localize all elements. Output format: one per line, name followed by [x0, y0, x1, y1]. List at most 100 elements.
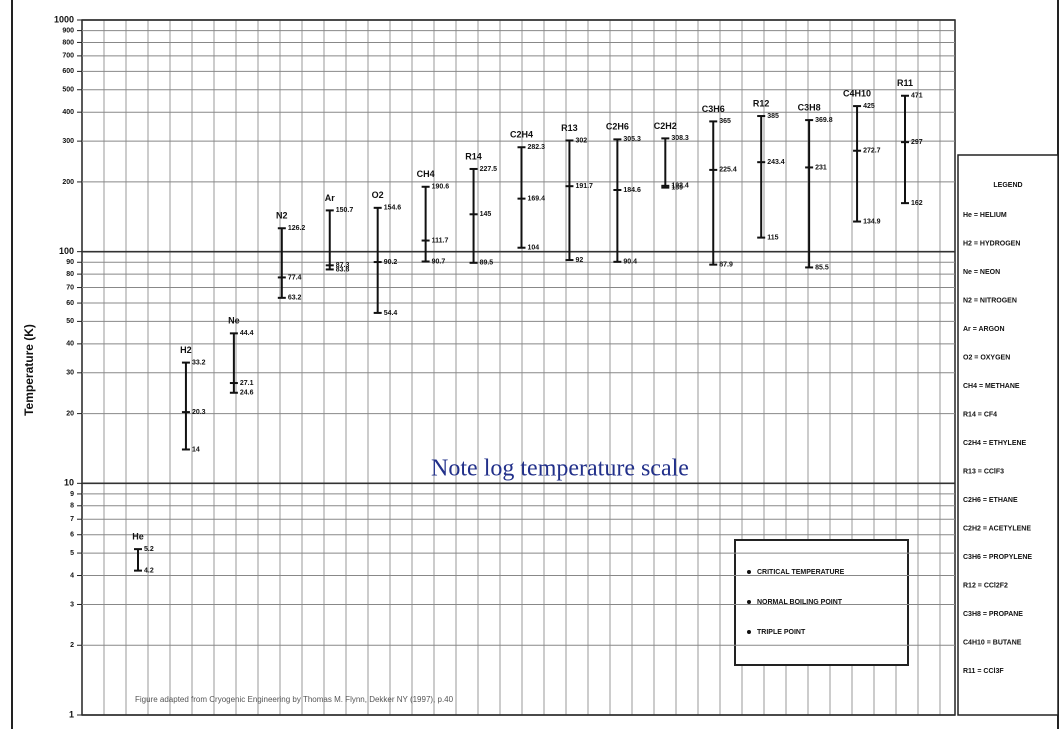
value-label: 14 — [192, 446, 200, 453]
y-tick-label: 2 — [70, 642, 74, 649]
value-label: 225.4 — [719, 167, 737, 174]
value-label: 385 — [767, 113, 779, 120]
y-tick-label: 50 — [66, 318, 74, 325]
y-axis-title: Temperature (K) — [22, 324, 36, 416]
species-label: O2 — [372, 190, 384, 200]
value-label: 154.6 — [384, 205, 402, 212]
species-label: R11 — [897, 78, 913, 88]
legend-label: TRIPLE POINT — [757, 629, 806, 636]
value-label: 126.2 — [288, 225, 306, 232]
legend-entry: Ar = ARGON — [963, 326, 1005, 333]
legend-entry: R13 = CClF3 — [963, 468, 1004, 475]
species-label: Ar — [325, 193, 335, 203]
value-label: 63.2 — [288, 295, 302, 302]
species-label: Ne — [228, 316, 240, 326]
value-label: 184.6 — [623, 187, 641, 194]
value-label: 104 — [528, 245, 540, 252]
y-tick-label: 60 — [66, 300, 74, 307]
y-tick-label: 700 — [62, 53, 74, 60]
value-label: 305.3 — [623, 136, 641, 143]
species-label: C3H8 — [798, 102, 821, 112]
species-label: H2 — [180, 345, 192, 355]
species-label: R14 — [465, 151, 482, 161]
species-label: C4H10 — [843, 88, 871, 98]
value-label: 111.7 — [432, 237, 449, 244]
value-label: 87.9 — [719, 261, 733, 268]
y-tick-label: 80 — [66, 271, 74, 278]
value-label: 90.4 — [623, 259, 637, 266]
species-label: C3H6 — [702, 104, 725, 114]
value-label: 134.9 — [863, 218, 881, 225]
value-label: 169.4 — [528, 195, 546, 202]
value-label: 282.3 — [528, 144, 546, 151]
value-label: 115 — [767, 234, 778, 241]
legend-entry: CH4 = METHANE — [963, 383, 1020, 390]
y-tick-label: 70 — [66, 284, 74, 291]
value-label: 44.4 — [240, 330, 254, 337]
legend-entry: C3H8 = PROPANE — [963, 611, 1023, 618]
y-tick-label: 100 — [59, 246, 74, 256]
species-label: C2H2 — [654, 121, 677, 131]
y-tick-label: 1000 — [54, 14, 74, 24]
series-legend — [734, 539, 909, 666]
legend-entry: C2H4 = ETHYLENE — [963, 440, 1027, 447]
legend-entry: C3H6 = PROPYLENE — [963, 554, 1032, 561]
legend-entry: C2H6 = ETHANE — [963, 497, 1018, 504]
legend-marker — [747, 570, 751, 574]
y-tick-label: 200 — [62, 179, 74, 186]
species-label: R12 — [753, 98, 770, 108]
value-label: 189 — [671, 184, 683, 191]
value-label: 227.5 — [480, 166, 498, 173]
value-label: 77.4 — [288, 274, 302, 281]
legend-entry: R14 = CF4 — [963, 411, 997, 418]
y-tick-label: 90 — [66, 259, 74, 266]
value-label: 89.5 — [480, 260, 494, 267]
legend-label: NORMAL BOILING POINT — [757, 599, 843, 606]
value-label: 87.3 — [336, 262, 350, 269]
value-label: 85.5 — [815, 264, 829, 271]
legend-title: LEGEND — [993, 182, 1022, 189]
value-label: 27.1 — [240, 380, 254, 387]
value-label: 369.8 — [815, 117, 833, 124]
value-label: 4.2 — [144, 567, 154, 574]
source: Figure adapted from Cryogenic Engineerin… — [135, 695, 454, 704]
value-label: 365 — [719, 118, 731, 125]
y-tick-label: 5 — [70, 550, 74, 557]
y-tick-label: 400 — [62, 109, 74, 116]
species-label: R13 — [561, 123, 578, 133]
value-label: 243.4 — [767, 159, 785, 166]
y-tick-label: 7 — [70, 516, 74, 523]
value-label: 20.3 — [192, 409, 206, 416]
legend-entry: He = HELIUM — [963, 212, 1007, 219]
value-label: 145 — [480, 211, 492, 218]
value-label: 54.4 — [384, 310, 398, 317]
y-tick-label: 500 — [62, 87, 74, 94]
value-label: 191.7 — [575, 183, 593, 190]
y-tick-label: 10 — [64, 478, 74, 488]
value-label: 272.7 — [863, 148, 881, 155]
legend-panel — [957, 154, 1059, 716]
species-label: C2H4 — [510, 130, 533, 140]
value-label: 83.8 — [336, 266, 350, 273]
value-label: 33.2 — [192, 359, 206, 366]
value-label: 297 — [911, 139, 923, 146]
legend-entry: C4H10 = BUTANE — [963, 639, 1022, 646]
y-tick-label: 3 — [70, 601, 74, 608]
value-label: 231 — [815, 164, 827, 171]
note: Note log temperature scale — [431, 456, 689, 482]
value-label: 150.7 — [336, 207, 354, 214]
y-tick-label: 300 — [62, 138, 74, 145]
value-label: 192.4 — [671, 183, 689, 190]
value-label: 162 — [911, 200, 923, 207]
y-tick-label: 6 — [70, 532, 74, 539]
value-label: 90.2 — [384, 259, 398, 266]
legend-marker — [747, 630, 751, 634]
legend-entry: N2 = NITROGEN — [963, 297, 1017, 304]
y-tick-label: 600 — [62, 68, 74, 75]
value-label: 471 — [911, 93, 923, 100]
y-tick-label: 30 — [66, 370, 74, 377]
y-tick-label: 4 — [70, 572, 74, 579]
y-tick-label: 8 — [70, 503, 74, 510]
value-label: 425 — [863, 103, 875, 110]
